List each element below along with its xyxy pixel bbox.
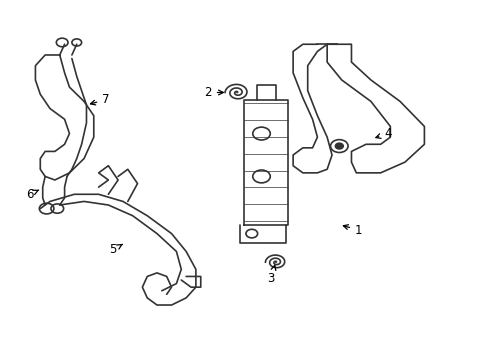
Text: 5: 5 [109, 243, 122, 256]
Text: 7: 7 [90, 93, 109, 106]
Text: 4: 4 [375, 127, 391, 140]
Text: 3: 3 [267, 265, 275, 285]
Circle shape [335, 143, 343, 149]
Text: 6: 6 [26, 188, 39, 201]
Text: 2: 2 [204, 86, 223, 99]
Text: 1: 1 [343, 224, 362, 237]
